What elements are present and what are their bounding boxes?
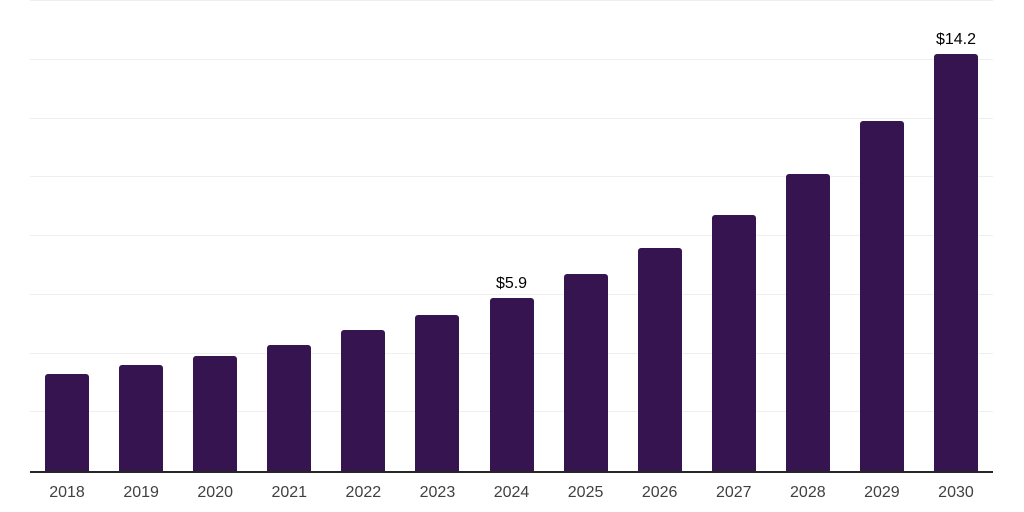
bar-2030 xyxy=(933,54,978,471)
x-tick-label-2020: 2020 xyxy=(197,484,233,501)
x-tick-label-2023: 2023 xyxy=(419,484,456,501)
x-tick-label-2030: 2030 xyxy=(938,484,974,501)
bar-slot-2025 xyxy=(549,1,623,471)
gridline-14 xyxy=(30,58,993,60)
bar-value-label-2024: $5.9 xyxy=(495,275,528,292)
bar-slot-2022 xyxy=(326,1,400,471)
bar-slot-2028 xyxy=(771,1,845,471)
bar-2027 xyxy=(711,215,756,471)
bar-2026 xyxy=(637,248,682,471)
bar-2025 xyxy=(563,274,608,471)
gridline-8 xyxy=(30,235,993,236)
plot-area: $5.9 $14.2 xyxy=(30,0,993,473)
bar-slot-2024: $5.9 xyxy=(474,1,548,471)
x-tick-label-2028: 2028 xyxy=(790,484,826,501)
gridline-6 xyxy=(30,293,993,295)
bars-row: $5.9 $14.2 xyxy=(30,1,993,471)
bar-slot-2027 xyxy=(697,1,771,471)
x-tick-label-2025: 2025 xyxy=(567,484,604,501)
bar-2024 xyxy=(489,298,534,471)
bar-2019 xyxy=(119,365,164,471)
bar-2020 xyxy=(193,356,238,471)
x-tick-label-2018: 2018 xyxy=(49,484,85,501)
gridline-10 xyxy=(30,176,993,178)
x-axis-labels: 2018 2019 2020 2021 2022 2023 2024 2025 2026 2027… xyxy=(30,473,993,502)
x-tick-label-2021: 2021 xyxy=(271,484,308,501)
bar-2018 xyxy=(45,374,90,471)
bar-2021 xyxy=(267,345,312,471)
x-tick-label-2024: 2024 xyxy=(493,484,530,501)
bar-slot-2026 xyxy=(623,1,697,471)
bar-2023 xyxy=(415,315,460,471)
x-tick-label-2019: 2019 xyxy=(123,484,159,501)
x-tick-label-2027: 2027 xyxy=(715,484,752,501)
gridline-12 xyxy=(30,117,993,119)
x-tick-label-2026: 2026 xyxy=(641,484,678,501)
gridline-16 xyxy=(30,0,993,1)
bar-2028 xyxy=(785,174,830,471)
bar-slot-2029 xyxy=(845,1,919,471)
bar-slot-2019 xyxy=(104,1,178,471)
x-tick-label-2022: 2022 xyxy=(345,484,382,501)
bar-slot-2030: $14.2 xyxy=(919,1,993,471)
bar-2022 xyxy=(341,330,386,471)
bar-slot-2021 xyxy=(252,1,326,471)
bar-slot-2023 xyxy=(400,1,474,471)
bar-slot-2020 xyxy=(178,1,252,471)
x-tick-label-2029: 2029 xyxy=(864,484,900,501)
bar-2029 xyxy=(859,121,904,471)
bar-slot-2018 xyxy=(30,1,104,471)
bar-value-label-2030: $14.2 xyxy=(935,31,976,48)
